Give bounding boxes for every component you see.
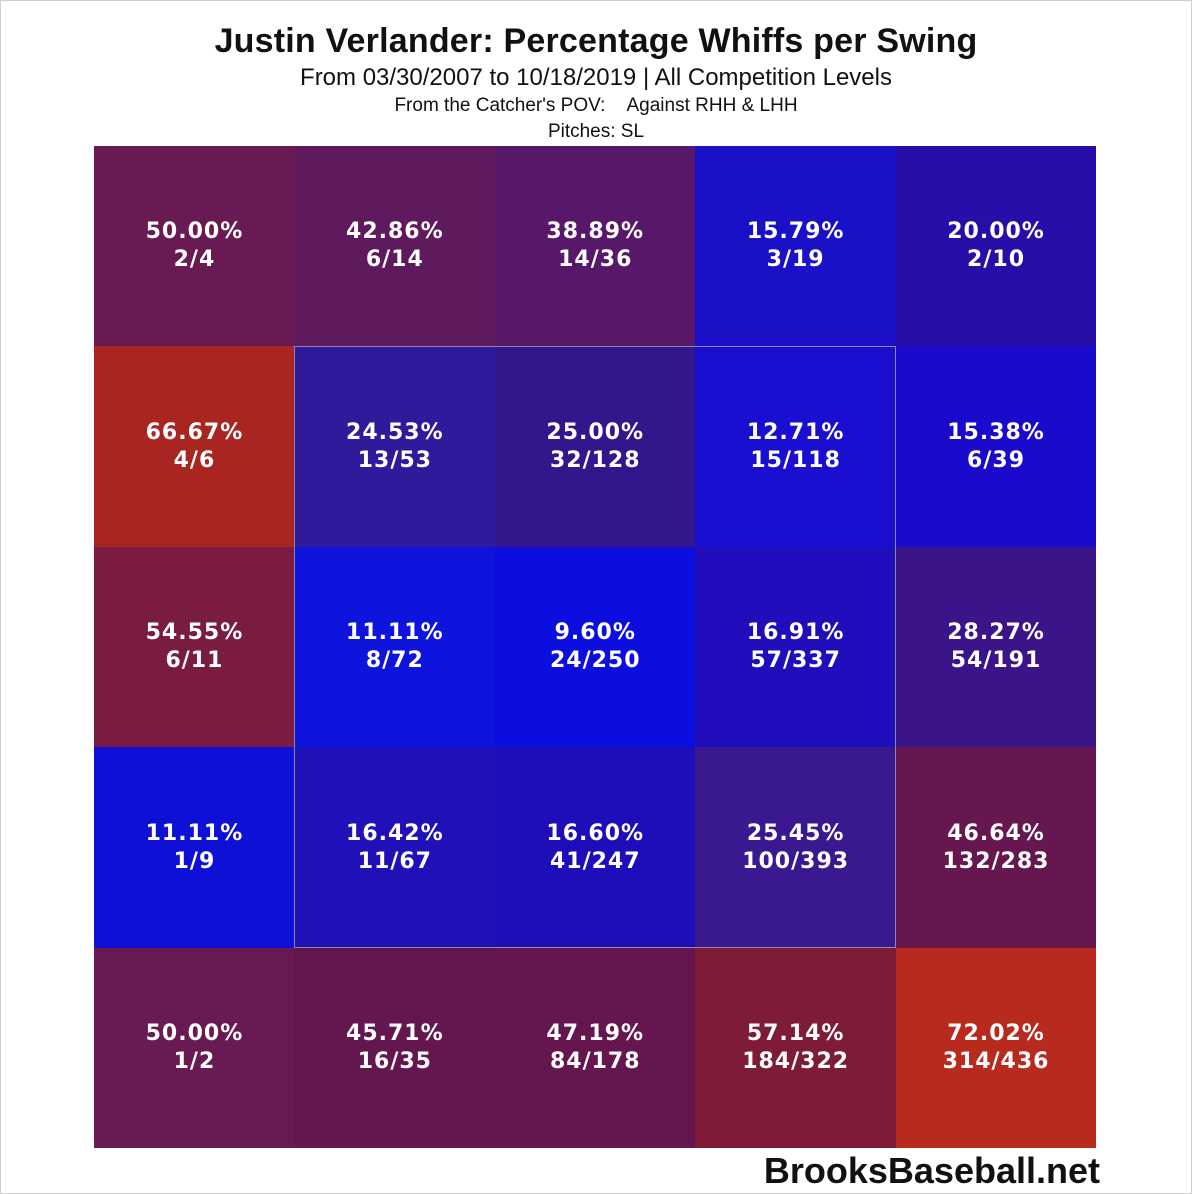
- cell-percentage: 25.00%: [546, 419, 645, 445]
- chart-subtitle: From 03/30/2007 to 10/18/2019 | All Comp…: [300, 64, 892, 91]
- cell-count: 24/250: [549, 648, 641, 674]
- cell-percentage: 16.42%: [346, 820, 444, 846]
- heatmap-cell: 16.42% 11/67: [294, 747, 496, 949]
- cell-count: 2/10: [967, 247, 1026, 273]
- cell-count: 84/178: [549, 1049, 641, 1075]
- heatmap-cell: 54.55% 6/11: [94, 546, 295, 748]
- cell-count: 14/36: [558, 247, 633, 273]
- heatmap-cell: 15.38% 6/39: [895, 346, 1097, 548]
- heatmap-cell: 16.60% 41/247: [494, 747, 696, 949]
- cell-percentage: 47.19%: [546, 1021, 645, 1047]
- heatmap-cell: 11.11% 1/9: [94, 747, 295, 949]
- cell-count: 6/14: [365, 247, 424, 273]
- cell-percentage: 50.00%: [145, 219, 244, 245]
- cell-count: 15/118: [750, 447, 841, 473]
- heatmap-cell: 25.45% 100/393: [695, 747, 897, 949]
- heatmap-cell: 47.19% 84/178: [494, 947, 696, 1149]
- heatmap-cell: 50.00% 2/4: [94, 146, 295, 347]
- cell-count: 3/19: [766, 247, 825, 273]
- cell-percentage: 9.60%: [554, 620, 636, 646]
- cell-percentage: 15.38%: [947, 419, 1045, 445]
- cell-count: 4/6: [173, 447, 216, 473]
- pov-line: From the Catcher's POV: Against RHH & LH…: [0, 95, 1192, 117]
- cell-count: 6/11: [165, 648, 224, 674]
- cell-percentage: 38.89%: [546, 219, 645, 245]
- cell-percentage: 42.86%: [346, 219, 444, 245]
- cell-count: 41/247: [549, 848, 641, 874]
- heatmap-cell: 38.89% 14/36: [494, 146, 696, 347]
- handedness-label: Against RHH & LHH: [626, 95, 798, 116]
- brand-watermark: BrooksBaseball.net: [763, 1150, 1100, 1191]
- cell-count: 1/2: [173, 1049, 216, 1075]
- cell-percentage: 72.02%: [947, 1021, 1045, 1047]
- heatmap-cell: 24.53% 13/53: [294, 346, 496, 548]
- cell-count: 13/53: [357, 447, 432, 473]
- heatmap-cell: 12.71% 15/118: [695, 346, 897, 548]
- cell-count: 314/436: [942, 1049, 1050, 1075]
- pitch-type-label: Pitches: SL: [547, 121, 645, 142]
- heatmap-cell: 50.00% 1/2: [94, 947, 295, 1149]
- cell-percentage: 25.45%: [746, 820, 845, 846]
- cell-count: 16/35: [357, 1049, 432, 1075]
- heatmap-cell: 28.27% 54/191: [895, 546, 1097, 748]
- cell-count: 1/9: [173, 848, 216, 874]
- heatmap-cell: 16.91% 57/337: [695, 546, 897, 748]
- cell-count: 57/337: [750, 648, 841, 674]
- cell-percentage: 28.27%: [947, 620, 1045, 646]
- cell-percentage: 11.11%: [346, 620, 444, 646]
- cell-percentage: 45.71%: [346, 1021, 444, 1047]
- cell-percentage: 16.91%: [746, 620, 845, 646]
- pov-label: From the Catcher's POV:: [394, 95, 606, 116]
- heatmap-cell: 25.00% 32/128: [494, 346, 696, 548]
- cell-percentage: 11.11%: [145, 820, 244, 846]
- heatmap-grid: 50.00% 2/4 42.86% 6/14 38.89% 14/36 15.79% 3/19…: [94, 146, 1097, 1149]
- heatmap-cell: 46.64% 132/283: [895, 747, 1097, 949]
- cell-percentage: 24.53%: [346, 419, 444, 445]
- cell-percentage: 57.14%: [746, 1021, 845, 1047]
- cell-count: 32/128: [549, 447, 641, 473]
- cell-count: 11/67: [357, 848, 432, 874]
- heatmap-cell: 42.86% 6/14: [294, 146, 496, 347]
- cell-count: 132/283: [942, 848, 1050, 874]
- cell-percentage: 15.79%: [746, 219, 845, 245]
- cell-count: 8/72: [365, 648, 424, 674]
- cell-count: 6/39: [967, 447, 1026, 473]
- cell-percentage: 46.64%: [947, 820, 1045, 846]
- heatmap-cell: 57.14% 184/322: [695, 947, 897, 1149]
- heatmap-cell: 15.79% 3/19: [695, 146, 897, 347]
- cell-percentage: 66.67%: [145, 419, 244, 445]
- heatmap-cell: 9.60% 24/250: [494, 546, 696, 748]
- heatmap-cell: 11.11% 8/72: [294, 546, 496, 748]
- heatmap-cell: 66.67% 4/6: [94, 346, 295, 548]
- heatmap-cell: 45.71% 16/35: [294, 947, 496, 1149]
- cell-count: 100/393: [742, 848, 850, 874]
- cell-percentage: 12.71%: [746, 419, 845, 445]
- cell-count: 184/322: [742, 1049, 850, 1075]
- heatmap-cell: 20.00% 2/10: [895, 146, 1097, 347]
- cell-percentage: 16.60%: [546, 820, 645, 846]
- cell-count: 54/191: [950, 648, 1042, 674]
- cell-percentage: 50.00%: [145, 1021, 244, 1047]
- cell-count: 2/4: [173, 247, 216, 273]
- chart-title: Justin Verlander: Percentage Whiffs per …: [214, 22, 978, 60]
- cell-percentage: 20.00%: [947, 219, 1045, 245]
- heatmap-cell: 72.02% 314/436: [895, 947, 1097, 1149]
- cell-percentage: 54.55%: [145, 620, 244, 646]
